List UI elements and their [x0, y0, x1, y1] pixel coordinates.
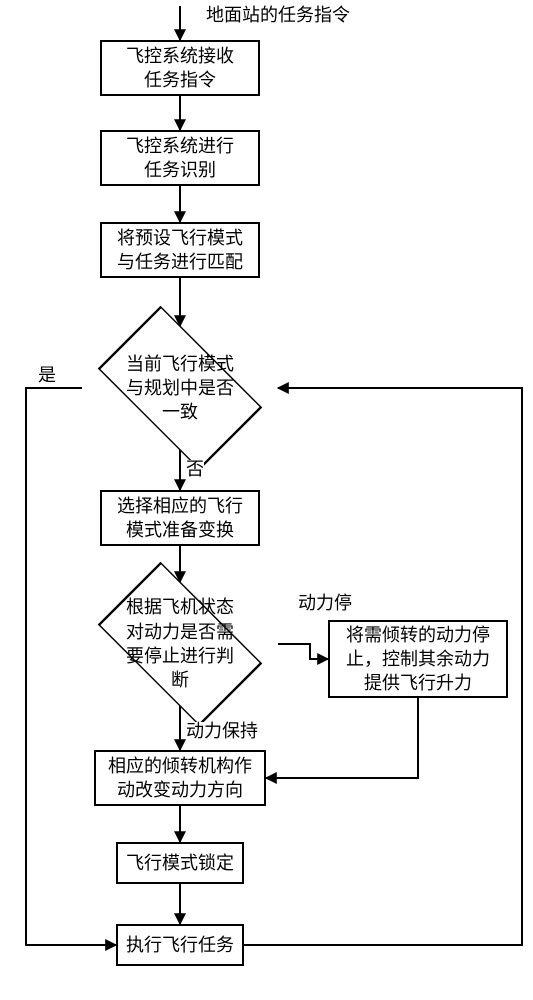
node-mode-lock: 飞行模式锁定 — [116, 842, 244, 884]
decision-mode-consistent: 当前飞行模式与规划中是否一致 — [82, 326, 278, 450]
decision-power-stop-text: 根据飞机状态对动力是否需要停止进行判断 — [82, 582, 278, 706]
decision-mode-consistent-text: 当前飞行模式与规划中是否一致 — [82, 326, 278, 450]
label-no: 否 — [186, 460, 204, 478]
connectors-svg — [0, 0, 533, 1000]
node-task-recognition: 飞控系统进行任务识别 — [100, 130, 260, 186]
node-tilt-mechanism: 相应的倾转机构作动改变动力方向 — [94, 750, 266, 806]
start-label: 地面站的任务指令 — [206, 6, 350, 24]
node-match-mode: 将预设飞行模式与任务进行匹配 — [100, 222, 260, 278]
node-stop-tilt-power: 将需倾转的动力停止，控制其余动力提供飞行升力 — [328, 620, 508, 698]
label-yes: 是 — [38, 366, 56, 384]
node-execute-task: 执行飞行任务 — [116, 924, 244, 966]
label-power-keep: 动力保持 — [186, 722, 258, 740]
node-receive-command: 飞控系统接收任务指令 — [100, 40, 260, 96]
node-select-mode: 选择相应的飞行模式准备变换 — [100, 490, 260, 546]
decision-power-stop: 根据飞机状态对动力是否需要停止进行判断 — [82, 582, 278, 706]
label-power-stop: 动力停 — [298, 594, 352, 612]
